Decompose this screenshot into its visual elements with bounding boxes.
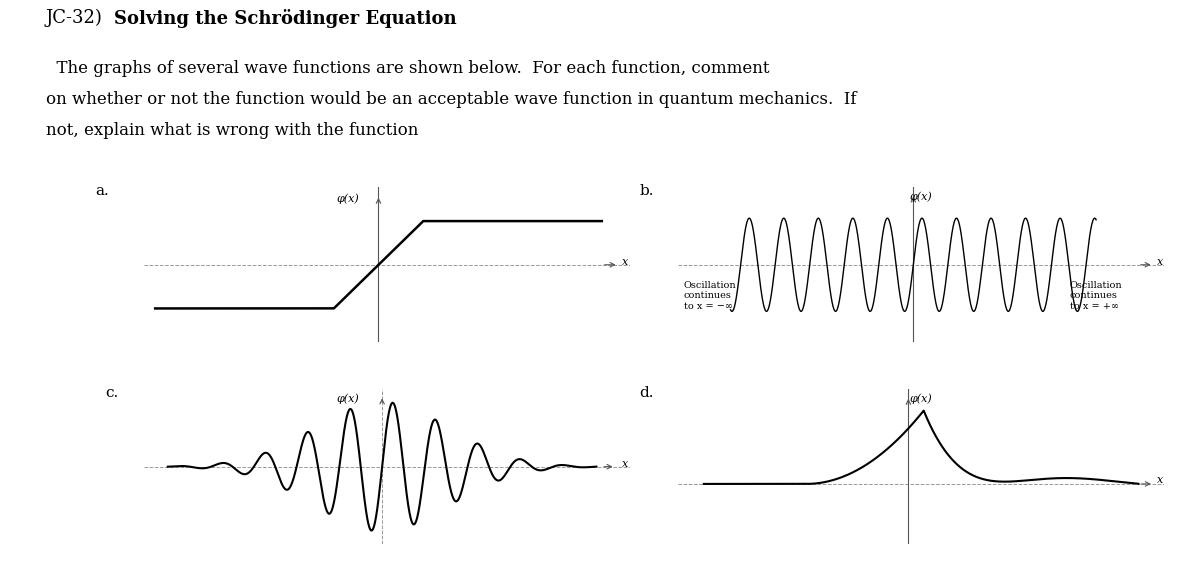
Text: Solving the Schrödinger Equation: Solving the Schrödinger Equation <box>114 9 457 28</box>
Text: φ(x): φ(x) <box>337 393 359 404</box>
Text: not, explain what is wrong with the function: not, explain what is wrong with the func… <box>46 122 418 139</box>
Text: x: x <box>1157 475 1163 485</box>
Text: on whether or not the function would be an acceptable wave function in quantum m: on whether or not the function would be … <box>46 91 856 108</box>
Text: d.: d. <box>640 386 654 400</box>
Text: c.: c. <box>106 386 119 400</box>
Text: Oscillation
continues
to x = −∞: Oscillation continues to x = −∞ <box>684 281 736 311</box>
Text: x: x <box>623 459 629 469</box>
Text: φ(x): φ(x) <box>910 393 932 404</box>
Text: The graphs of several wave functions are shown below.  For each function, commen: The graphs of several wave functions are… <box>46 60 769 77</box>
Text: φ(x): φ(x) <box>910 192 932 202</box>
Text: Oscillation
continues
to x = +∞: Oscillation continues to x = +∞ <box>1070 281 1123 311</box>
Text: x: x <box>623 257 629 268</box>
Text: b.: b. <box>640 184 654 198</box>
Text: a.: a. <box>96 184 109 198</box>
Text: x: x <box>1157 257 1163 268</box>
Text: φ(x): φ(x) <box>337 193 359 204</box>
Text: JC-32): JC-32) <box>46 9 114 27</box>
